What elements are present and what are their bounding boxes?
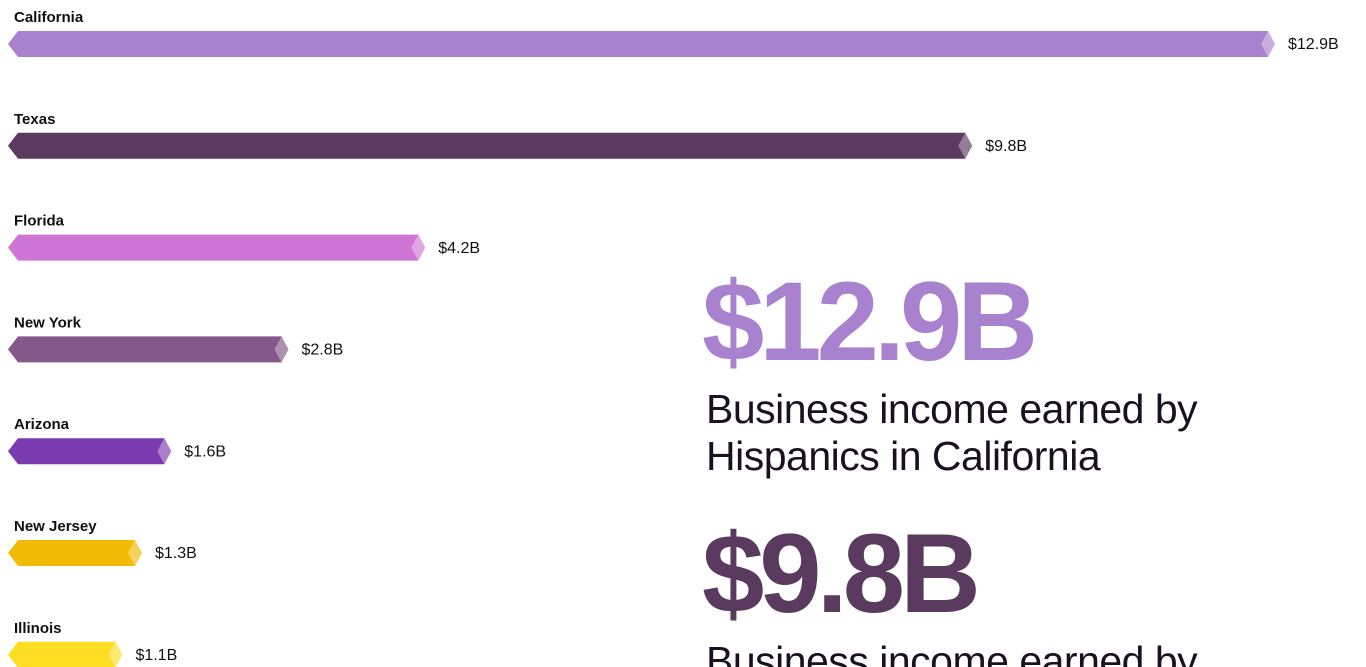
callout-text: Business income earned by bbox=[706, 386, 1198, 432]
bar bbox=[8, 540, 135, 566]
category-label: Florida bbox=[14, 213, 65, 230]
callout-value: $9.8B bbox=[702, 511, 976, 636]
bar bbox=[8, 132, 966, 159]
bar-tip bbox=[108, 641, 123, 667]
callout-value: $12.9B bbox=[702, 259, 1033, 384]
value-label: $9.8B bbox=[985, 138, 1027, 155]
value-label: $1.6B bbox=[184, 443, 226, 460]
callout-text: Business income earned by bbox=[706, 638, 1198, 667]
value-label: $1.1B bbox=[135, 647, 177, 664]
bar-tip-highlight bbox=[274, 336, 289, 363]
bar bbox=[8, 641, 116, 667]
category-label: California bbox=[14, 9, 84, 26]
value-label: $2.8B bbox=[301, 342, 343, 359]
bar bbox=[8, 438, 165, 465]
category-label: Arizona bbox=[14, 416, 70, 433]
bar bbox=[8, 336, 282, 363]
category-label: New Jersey bbox=[14, 518, 97, 535]
bar-tip-highlight bbox=[958, 132, 973, 159]
category-label: Illinois bbox=[14, 620, 62, 637]
category-label: Texas bbox=[14, 111, 55, 128]
bar-tip-highlight bbox=[108, 641, 123, 667]
value-label: $12.9B bbox=[1288, 36, 1339, 53]
bar-tip bbox=[127, 540, 142, 566]
bar bbox=[8, 31, 1268, 57]
bar-tip bbox=[157, 438, 172, 465]
value-label: $4.2B bbox=[438, 240, 480, 257]
bar-tip bbox=[411, 234, 426, 261]
bar-tip-highlight bbox=[127, 540, 142, 566]
value-label: $1.3B bbox=[155, 545, 197, 562]
bar-tip bbox=[274, 336, 289, 363]
callout-text: Hispanics in California bbox=[706, 433, 1101, 479]
bar bbox=[8, 234, 419, 261]
bar-tip-highlight bbox=[157, 438, 172, 465]
category-label: New York bbox=[14, 314, 82, 331]
bar-tip bbox=[958, 132, 973, 159]
bar-tip-highlight bbox=[411, 234, 426, 261]
bar-tip-highlight bbox=[1261, 31, 1275, 57]
bar-tip bbox=[1261, 31, 1275, 57]
